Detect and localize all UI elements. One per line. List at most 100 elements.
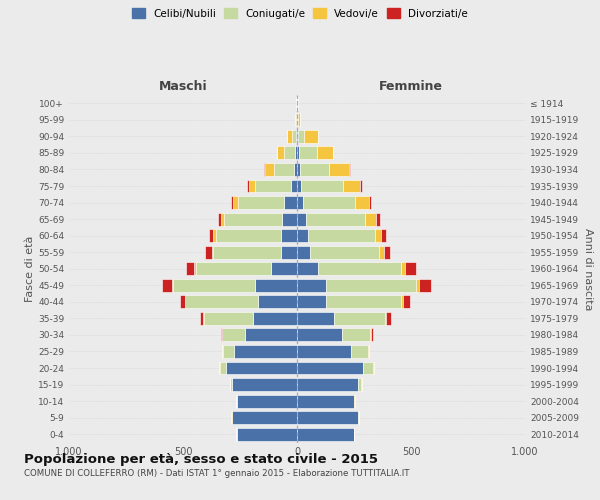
Bar xyxy=(297,428,353,440)
Bar xyxy=(349,163,350,176)
Bar xyxy=(187,262,194,275)
Bar xyxy=(212,246,214,258)
Bar xyxy=(371,328,373,342)
Bar xyxy=(297,362,363,374)
Bar xyxy=(298,130,304,143)
Bar xyxy=(401,262,404,275)
Bar xyxy=(287,130,292,143)
Bar xyxy=(205,246,212,258)
Bar xyxy=(416,279,419,292)
Bar xyxy=(301,180,343,192)
Bar xyxy=(221,212,224,226)
Bar xyxy=(358,378,361,391)
Bar xyxy=(249,180,255,192)
Bar xyxy=(226,362,297,374)
Bar xyxy=(355,196,369,209)
Bar xyxy=(374,229,381,242)
Bar xyxy=(297,411,358,424)
Bar xyxy=(265,163,274,176)
Bar xyxy=(401,296,403,308)
Bar xyxy=(214,229,215,242)
Bar xyxy=(297,229,308,242)
Bar xyxy=(222,345,223,358)
Bar xyxy=(318,262,401,275)
Bar xyxy=(297,345,351,358)
Bar xyxy=(194,262,196,275)
Bar xyxy=(224,212,282,226)
Bar xyxy=(361,180,362,192)
Bar xyxy=(236,394,297,407)
Bar xyxy=(222,328,245,342)
Bar xyxy=(298,114,300,126)
Bar xyxy=(297,279,326,292)
Bar xyxy=(180,296,185,308)
Bar xyxy=(232,411,297,424)
Bar xyxy=(203,312,253,325)
Bar xyxy=(284,146,295,160)
Bar xyxy=(297,130,298,143)
Bar xyxy=(297,296,326,308)
Bar xyxy=(304,196,355,209)
Bar xyxy=(247,180,249,192)
Bar xyxy=(297,328,342,342)
Bar xyxy=(295,114,296,126)
Bar xyxy=(368,345,369,358)
Bar xyxy=(369,196,371,209)
Bar xyxy=(282,212,297,226)
Bar xyxy=(185,296,258,308)
Y-axis label: Fasce di età: Fasce di età xyxy=(25,236,35,302)
Bar xyxy=(334,312,385,325)
Bar xyxy=(317,146,333,160)
Bar xyxy=(365,212,376,226)
Bar xyxy=(403,296,410,308)
Bar xyxy=(274,163,294,176)
Bar xyxy=(235,345,297,358)
Bar xyxy=(264,163,265,176)
Bar xyxy=(297,196,304,209)
Bar xyxy=(383,246,391,258)
Bar xyxy=(376,212,380,226)
Bar xyxy=(381,229,386,242)
Bar xyxy=(232,378,297,391)
Legend: Celibi/Nubili, Coniugati/e, Vedovi/e, Divorziati/e: Celibi/Nubili, Coniugati/e, Vedovi/e, Di… xyxy=(129,5,471,21)
Bar xyxy=(209,229,214,242)
Bar xyxy=(281,246,297,258)
Bar xyxy=(351,345,368,358)
Bar xyxy=(310,246,379,258)
Bar xyxy=(284,196,297,209)
Bar xyxy=(385,312,386,325)
Bar xyxy=(326,296,401,308)
Bar xyxy=(231,196,233,209)
Bar xyxy=(200,312,203,325)
Bar xyxy=(326,279,416,292)
Bar xyxy=(294,163,297,176)
Bar xyxy=(236,428,297,440)
Bar xyxy=(297,312,334,325)
Bar xyxy=(329,163,349,176)
Bar xyxy=(230,378,232,391)
Bar xyxy=(292,130,296,143)
Bar xyxy=(238,196,284,209)
Bar xyxy=(220,362,226,374)
Bar xyxy=(386,312,391,325)
Bar xyxy=(297,394,353,407)
Bar xyxy=(300,163,329,176)
Bar xyxy=(290,180,297,192)
Bar xyxy=(245,328,297,342)
Bar xyxy=(342,328,370,342)
Bar xyxy=(353,394,355,407)
Bar xyxy=(358,411,359,424)
Bar xyxy=(297,262,318,275)
Bar xyxy=(304,130,317,143)
Bar xyxy=(223,345,235,358)
Bar xyxy=(196,262,271,275)
Bar xyxy=(297,246,310,258)
Bar xyxy=(255,180,290,192)
Bar xyxy=(296,130,297,143)
Bar xyxy=(271,262,297,275)
Bar xyxy=(419,279,431,292)
Bar xyxy=(295,146,297,160)
Bar xyxy=(370,328,371,342)
Bar xyxy=(214,246,281,258)
Bar xyxy=(305,212,365,226)
